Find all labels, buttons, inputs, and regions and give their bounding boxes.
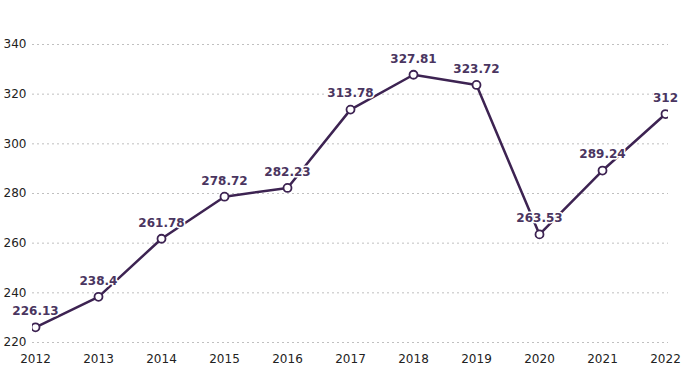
svg-text:313.78: 313.78 xyxy=(327,86,373,100)
svg-text:289.24: 289.24 xyxy=(579,147,625,161)
svg-text:2021: 2021 xyxy=(587,352,618,366)
svg-text:2016: 2016 xyxy=(272,352,303,366)
svg-text:263.53: 263.53 xyxy=(516,211,562,225)
svg-text:226.13: 226.13 xyxy=(12,304,58,318)
svg-text:2015: 2015 xyxy=(209,352,240,366)
svg-text:2020: 2020 xyxy=(524,352,555,366)
svg-text:300: 300 xyxy=(4,137,27,151)
svg-text:282.23: 282.23 xyxy=(264,165,310,179)
svg-text:238.4: 238.4 xyxy=(80,274,118,288)
svg-text:327.81: 327.81 xyxy=(390,52,436,66)
svg-text:2013: 2013 xyxy=(83,352,114,366)
svg-text:2012: 2012 xyxy=(20,352,51,366)
svg-text:220: 220 xyxy=(4,335,27,349)
svg-text:2018: 2018 xyxy=(398,352,429,366)
svg-text:2014: 2014 xyxy=(146,352,177,366)
svg-text:260: 260 xyxy=(4,236,27,250)
svg-text:2017: 2017 xyxy=(335,352,366,366)
svg-text:2022: 2022 xyxy=(650,352,681,366)
svg-text:261.78: 261.78 xyxy=(138,216,184,230)
svg-text:323.72: 323.72 xyxy=(453,62,499,76)
svg-text:2019: 2019 xyxy=(461,352,492,366)
svg-text:312: 312 xyxy=(653,91,678,105)
svg-text:340: 340 xyxy=(4,37,27,51)
svg-text:240: 240 xyxy=(4,286,27,300)
svg-text:280: 280 xyxy=(4,186,27,200)
svg-text:278.72: 278.72 xyxy=(201,174,247,188)
svg-text:320: 320 xyxy=(4,87,27,101)
